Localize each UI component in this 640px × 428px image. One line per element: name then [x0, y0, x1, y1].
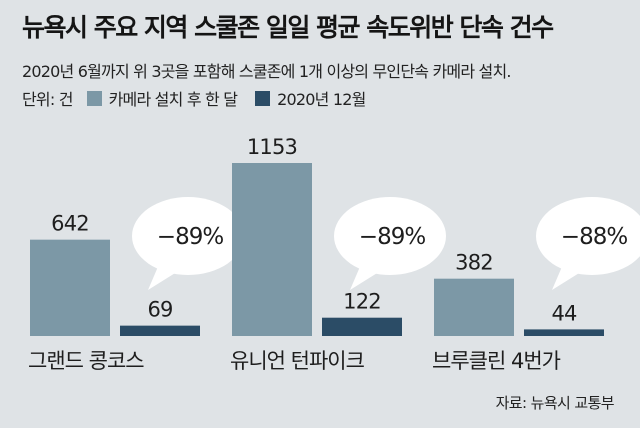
chart-subtitle: 2020년 6월까지 위 3곳을 포함해 스쿨존에 1개 이상의 무인단속 카메…	[22, 62, 511, 81]
data-label-after-install: 1153	[247, 135, 297, 159]
change-bubble	[536, 197, 640, 275]
change-bubble-tail	[350, 262, 382, 290]
bar-dec-2020	[120, 325, 200, 336]
change-bubble-tail	[552, 262, 584, 290]
legend-swatch-dec-2020	[255, 90, 271, 106]
bar-after-install	[30, 239, 110, 336]
category-label: 그랜드 콩코스	[28, 349, 144, 373]
category-label: 유니언 턴파이크	[230, 349, 365, 373]
bar-dec-2020	[524, 329, 604, 336]
legend: 단위: 건 카메라 설치 후 한 달 2020년 12월	[22, 87, 384, 109]
change-label: −88%	[561, 224, 628, 250]
change-label: −89%	[359, 224, 426, 250]
chart-title: 뉴욕시 주요 지역 스쿨존 일일 평균 속도위반 단속 건수	[22, 13, 554, 42]
change-bubble-tail	[148, 262, 180, 290]
category-label: 브루클린 4번가	[432, 349, 561, 373]
change-bubble	[132, 197, 244, 275]
legend-label-dec-2020: 2020년 12월	[277, 90, 366, 109]
data-label-dec-2020: 69	[147, 298, 172, 322]
change-label: −89%	[157, 224, 224, 250]
legend-swatch-after-install	[86, 90, 102, 106]
bar-after-install	[434, 278, 514, 336]
bar-dec-2020	[322, 317, 402, 336]
data-label-after-install: 642	[51, 212, 89, 236]
legend-label-after-install: 카메라 설치 후 한 달	[108, 90, 238, 109]
data-label-dec-2020: 122	[343, 290, 381, 314]
change-bubble	[334, 197, 446, 275]
data-label-after-install: 382	[455, 251, 493, 275]
bar-after-install	[232, 163, 312, 336]
source-note: 자료: 뉴욕시 교통부	[495, 394, 615, 412]
data-label-dec-2020: 44	[551, 301, 577, 325]
unit-label: 단위: 건	[22, 90, 73, 109]
